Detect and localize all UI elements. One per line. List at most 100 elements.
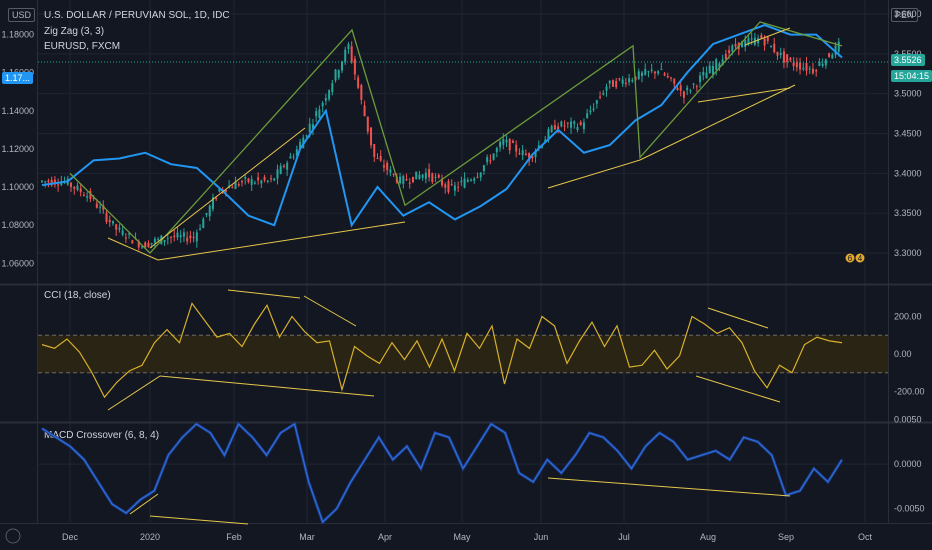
candle-body (176, 232, 179, 238)
cci-y-tick-label: -200.00 (894, 387, 925, 397)
candle-body (837, 41, 840, 52)
candle-body (550, 125, 553, 133)
eurusd-compare-line (41, 23, 843, 228)
candle-body (592, 108, 595, 110)
candle-body (766, 36, 769, 41)
candle-body (466, 179, 469, 182)
candle-body (376, 158, 379, 160)
candle-body (831, 54, 834, 59)
candle-body (157, 238, 160, 240)
macd-line (41, 422, 843, 524)
candle-body (711, 66, 714, 75)
candle-body (379, 155, 382, 161)
cci-trend-line (303, 295, 357, 327)
candle-body (431, 173, 434, 182)
candle-body (502, 139, 505, 145)
candle-body (663, 73, 666, 76)
macd-y-tick-label: 0.0050 (894, 415, 922, 425)
macd-y-tick-label: -0.0050 (894, 504, 925, 514)
candle-body (834, 45, 837, 55)
candle-body (508, 138, 511, 151)
candle-body (776, 51, 779, 56)
candle-body (402, 176, 405, 184)
candle-body (199, 228, 202, 230)
cci-trend-line (107, 375, 161, 411)
candle-body (699, 75, 702, 82)
right-y-tick-label: 3.4500 (894, 129, 922, 139)
candle-body (679, 85, 682, 91)
candle-body (105, 212, 108, 222)
right-y-tick-label: 3.4000 (894, 168, 922, 178)
last-price-tag: 3.5526 (891, 54, 925, 66)
candle-body (808, 68, 811, 70)
cci-trend-line (707, 307, 769, 329)
countdown-tag: 15:04:15 (891, 70, 932, 82)
candle-body (344, 49, 347, 62)
trend-line (149, 127, 306, 249)
candle-body (673, 78, 676, 84)
candle-body (747, 38, 750, 45)
candle-body (499, 141, 502, 148)
cci-line (41, 302, 843, 399)
candle-body (805, 62, 808, 71)
trend-line (744, 27, 791, 46)
candle-body (95, 203, 98, 208)
candle-body (534, 151, 537, 158)
candle-body (457, 186, 460, 188)
candle-body (560, 121, 563, 127)
candle-body (515, 144, 518, 152)
right-y-tick-label: 3.6000 (894, 9, 922, 19)
candle-body (505, 139, 508, 143)
macd-trend-line (129, 493, 159, 515)
candle-body (682, 91, 685, 98)
candle-body (570, 121, 573, 128)
candle-body (86, 196, 89, 198)
candle-body (250, 179, 253, 185)
candle-body (308, 123, 311, 133)
cci-trend-line (159, 375, 375, 397)
candle-body (415, 171, 418, 180)
cci-y-tick-label: 0.00 (894, 349, 912, 359)
candle-body (786, 54, 789, 63)
candle-body (660, 68, 663, 70)
usd-scale-badge[interactable]: USD (8, 8, 36, 22)
candle-body (289, 156, 292, 159)
candle-body (566, 122, 569, 124)
candle-body (50, 179, 53, 186)
candle-body (676, 88, 679, 91)
candle-body (657, 71, 660, 74)
candle-body (215, 198, 218, 200)
candle-body (495, 147, 498, 153)
candle-body (247, 178, 250, 183)
candle-body (276, 169, 279, 179)
candle-body (321, 102, 324, 107)
candle-body (144, 242, 147, 248)
pen-scale-badge[interactable]: PEN (891, 8, 918, 22)
candle-body (350, 46, 353, 63)
candle-body (702, 72, 705, 76)
candle-body (782, 51, 785, 63)
x-tick-label: Dec (62, 532, 79, 542)
candle-body (411, 176, 414, 183)
candle-body (218, 188, 221, 192)
candle-body (163, 239, 166, 243)
candle-body (528, 153, 531, 161)
candle-body (382, 165, 385, 168)
candle-body (605, 86, 608, 91)
candle-body (518, 153, 521, 155)
compare-symbol-label: EURUSD, FXCM (44, 41, 121, 52)
candle-body (266, 180, 269, 182)
candle-body (347, 44, 350, 50)
candle-body (292, 156, 295, 158)
candle-body (818, 61, 821, 66)
candle-body (241, 181, 243, 183)
candle-body (141, 246, 143, 248)
candle-body (792, 62, 795, 67)
candle-body (686, 87, 689, 91)
candle-body (341, 61, 343, 71)
candle-body (511, 140, 514, 143)
candle-body (53, 179, 56, 185)
event-badge-label: 6 (848, 254, 853, 263)
candle-body (370, 127, 373, 146)
